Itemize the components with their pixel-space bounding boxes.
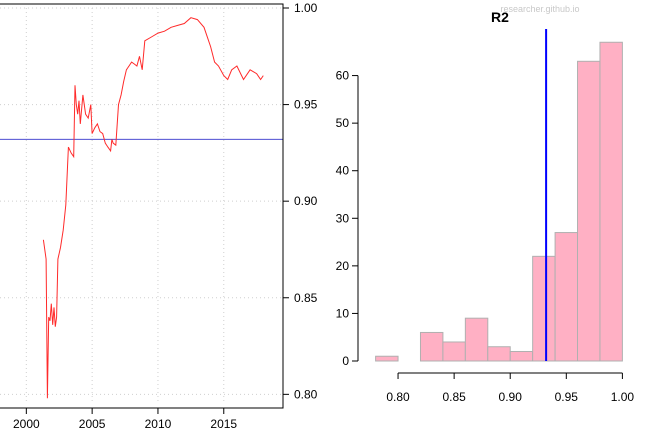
histogram-bar	[464, 317, 489, 362]
histogram-bar	[554, 232, 579, 362]
x-tick-label: 0.95	[555, 390, 579, 404]
y-axis: 0 10 20 30 40 50 60	[336, 69, 359, 368]
x-tick-label: 0.80	[386, 390, 410, 404]
histogram-bars	[375, 41, 623, 362]
histogram-bar	[419, 331, 444, 362]
x-tick-label: 1.00	[611, 390, 635, 404]
x-tick-label: 2000	[13, 417, 40, 431]
histogram-bar	[509, 350, 534, 362]
y-tick-label: 20	[336, 259, 350, 273]
histogram-bar	[577, 60, 601, 362]
y-tick-label: 0	[342, 354, 349, 368]
y-tick-label: 40	[336, 164, 350, 178]
histogram-bar	[487, 346, 511, 362]
y-tick-label: 0.85	[294, 291, 318, 305]
y-tick-label: 1.00	[294, 1, 318, 15]
y-tick-label: 0.95	[294, 98, 318, 112]
y-tick-label: 50	[336, 116, 350, 130]
y-tick-label: 0.90	[294, 194, 318, 208]
y-axis: 0.80 0.85 0.90 0.95 1.00	[283, 1, 318, 401]
histogram-bar	[442, 341, 466, 362]
plot-frame	[0, 3, 284, 409]
x-tick-label: 0.90	[499, 390, 523, 404]
histogram-bar	[375, 355, 399, 362]
chart-title: R2	[491, 9, 509, 25]
x-tick-label: 2005	[79, 417, 106, 431]
x-tick-label: 0.85	[442, 390, 466, 404]
histogram-panel: R2 researcher.github.io 0.80 0.85 0.90 0.95…	[336, 4, 635, 404]
x-axis: 0.80 0.85 0.90 0.95 1.00	[386, 372, 635, 404]
y-tick-label: 0.80	[294, 387, 318, 401]
histogram-bar	[532, 255, 556, 362]
histogram-bar	[599, 41, 623, 362]
time-series-panel: 2000 2005 2010 2015 0.80 0.85 0.90 0.95 1.00	[0, 1, 318, 431]
y-tick-label: 10	[336, 306, 350, 320]
y-tick-label: 60	[336, 69, 350, 83]
x-axis: 2000 2005 2010 2015	[13, 408, 237, 431]
y-tick-label: 30	[336, 211, 350, 225]
x-tick-label: 2015	[210, 417, 237, 431]
x-tick-label: 2010	[145, 417, 172, 431]
series-line	[42, 17, 264, 399]
watermark-text: researcher.github.io	[500, 4, 579, 14]
